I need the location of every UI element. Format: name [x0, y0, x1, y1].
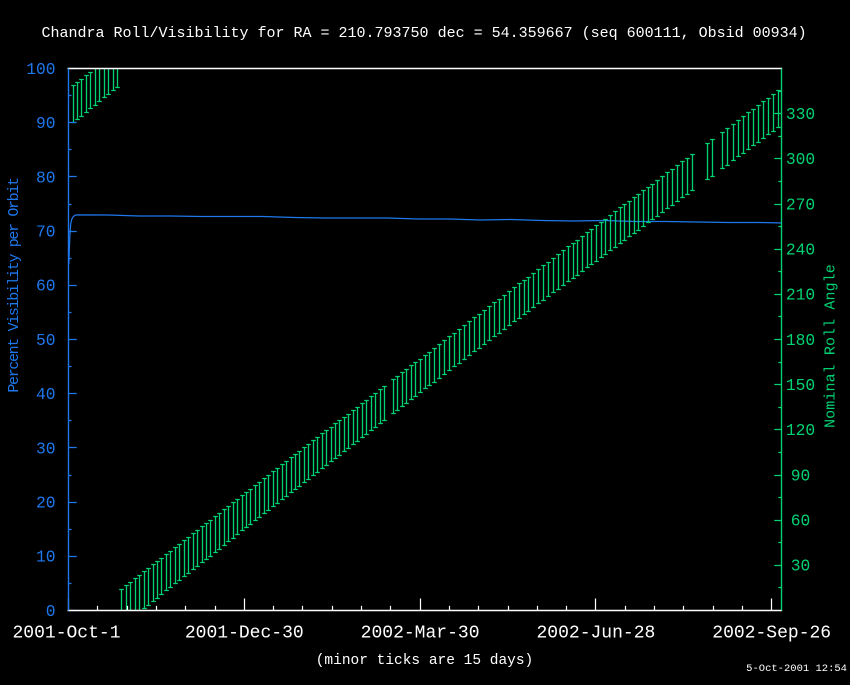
svg-text:120: 120 — [786, 421, 815, 440]
svg-text:100: 100 — [26, 60, 55, 79]
svg-text:210: 210 — [786, 286, 815, 305]
svg-text:2002-Sep-26: 2002-Sep-26 — [712, 624, 831, 644]
svg-text:Percent Visibility per Orbit: Percent Visibility per Orbit — [6, 178, 23, 393]
svg-text:330: 330 — [786, 105, 815, 124]
svg-text:Chandra Roll/Visibility for RA: Chandra Roll/Visibility for RA = 210.793… — [42, 25, 807, 42]
svg-text:0: 0 — [46, 602, 56, 621]
svg-text:20: 20 — [36, 494, 56, 513]
svg-text:40: 40 — [36, 385, 56, 404]
svg-text:(minor ticks are 15 days): (minor ticks are 15 days) — [316, 653, 534, 669]
svg-text:50: 50 — [36, 331, 56, 350]
svg-text:10: 10 — [36, 548, 56, 567]
svg-text:2002-Mar-30: 2002-Mar-30 — [361, 624, 480, 644]
svg-text:Nominal Roll Angle: Nominal Roll Angle — [823, 264, 840, 428]
svg-text:180: 180 — [786, 331, 815, 350]
svg-text:30: 30 — [791, 557, 811, 576]
svg-text:2002-Jun-28: 2002-Jun-28 — [536, 624, 655, 644]
svg-text:90: 90 — [791, 466, 811, 485]
svg-text:270: 270 — [786, 195, 815, 214]
svg-text:60: 60 — [36, 277, 56, 296]
svg-text:80: 80 — [36, 168, 56, 187]
svg-text:240: 240 — [786, 241, 815, 260]
svg-text:2001-Oct-1: 2001-Oct-1 — [12, 624, 120, 644]
svg-text:150: 150 — [786, 376, 815, 395]
svg-text:2001-Dec-30: 2001-Dec-30 — [185, 624, 304, 644]
svg-text:30: 30 — [36, 439, 56, 458]
svg-text:300: 300 — [786, 150, 815, 169]
svg-text:60: 60 — [791, 512, 811, 531]
svg-text:5-Oct-2001 12:54: 5-Oct-2001 12:54 — [746, 663, 847, 675]
svg-text:90: 90 — [36, 114, 56, 133]
svg-text:70: 70 — [36, 223, 56, 242]
